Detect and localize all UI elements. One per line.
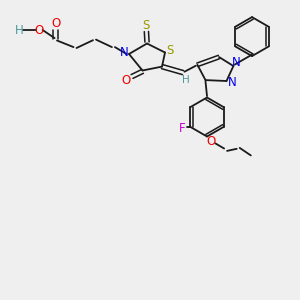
Text: N: N (228, 76, 237, 89)
Text: O: O (51, 16, 60, 30)
Text: H: H (15, 23, 24, 37)
Text: H: H (182, 75, 189, 85)
Text: F: F (179, 122, 186, 135)
Text: O: O (122, 74, 130, 87)
Text: N: N (232, 56, 241, 70)
Text: N: N (120, 46, 129, 59)
Text: S: S (166, 44, 173, 58)
Text: S: S (143, 19, 150, 32)
Text: O: O (34, 23, 43, 37)
Text: O: O (206, 135, 215, 148)
